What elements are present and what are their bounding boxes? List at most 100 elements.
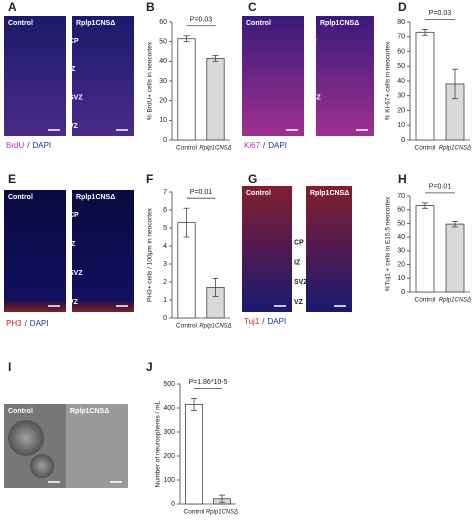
y-tick-label: 30 (397, 248, 405, 255)
stain-label: / (263, 141, 266, 150)
image-label: Control (246, 20, 271, 27)
error-bar (452, 68, 458, 100)
x-tick-label: Rplp1CNSΔ (199, 324, 231, 330)
p-value: P=0.03 (190, 17, 212, 24)
image-label: Rplp1CNSΔ (76, 20, 115, 27)
x-tick-label: Rplp1CNSΔ (206, 510, 238, 516)
panel-letter: G (248, 172, 257, 186)
y-tick-label: 50 (159, 39, 167, 46)
stain-label: BrdU (6, 141, 24, 150)
y-tick-label: 30 (397, 93, 405, 100)
error-bar (183, 35, 190, 43)
bar (415, 31, 435, 141)
y-tick-label: 7 (163, 189, 167, 196)
y-tick-label: 10 (397, 122, 405, 129)
y-tick-label: 200 (163, 453, 175, 460)
bar (185, 403, 203, 505)
panel-letter: C (248, 0, 257, 14)
y-tick-label: 0 (401, 289, 405, 296)
image-label: Control (8, 194, 33, 201)
micrograph (72, 16, 134, 136)
p-value: P=0.01 (429, 184, 451, 191)
layer-label: IZ (69, 241, 76, 248)
error-bar (452, 220, 458, 228)
micrograph (72, 190, 134, 312)
stain-label: / (262, 317, 265, 326)
y-tick-label: 2 (163, 279, 167, 286)
x-tick-label: Rplp1CNSΔ (199, 146, 231, 152)
x-tick-label: Rplp1CNSΔ (439, 146, 471, 152)
stain-label: / (27, 141, 30, 150)
y-tick-label: 20 (159, 98, 167, 105)
layer-label: IZ (69, 66, 76, 73)
y-tick-label: 50 (397, 63, 405, 70)
panel-letter: B (146, 0, 155, 14)
micrograph (4, 16, 66, 136)
error-bar (183, 207, 190, 238)
y-tick-label: 5 (163, 225, 167, 232)
panel-letter: E (8, 172, 16, 186)
layer-label: VZ (294, 299, 304, 306)
neurosphere (30, 454, 54, 478)
panel-letter: J (146, 360, 153, 374)
layer-label: CP (69, 38, 79, 45)
error-bar (212, 277, 219, 297)
image-label: Rplp1CNSΔ (320, 20, 359, 27)
panel-letter: D (398, 0, 407, 14)
y-tick-label: 0 (401, 137, 405, 144)
y-tick-label: 60 (397, 207, 405, 214)
layer-label: CP (307, 38, 317, 45)
y-tick-label: 30 (159, 78, 167, 85)
layer-label: CP (69, 212, 79, 219)
p-value: P=0.03 (429, 10, 451, 17)
layer-label: SVZ (307, 95, 321, 102)
stain-label: PH3 (6, 319, 22, 328)
stain-label: DAPI (268, 141, 287, 150)
y-axis-label: PH3+ cells / 100μm in neocortex (147, 207, 154, 302)
layer-label: IZ (307, 66, 314, 73)
y-tick-label: 70 (397, 193, 405, 200)
x-tick-label: Rplp1CNSΔ (439, 298, 471, 304)
image-label: Control (8, 408, 33, 415)
micrograph (66, 404, 128, 488)
y-tick-label: 20 (397, 107, 405, 114)
panel-letter: A (8, 0, 17, 14)
layer-label: VZ (69, 123, 79, 130)
y-tick-label: 70 (397, 34, 405, 41)
x-tick-label: Control (176, 323, 198, 330)
panel-letter: H (398, 172, 407, 186)
error-bar (422, 202, 428, 209)
stain-label: DAPI (32, 141, 51, 150)
y-tick-label: 20 (397, 261, 405, 268)
y-tick-label: 60 (397, 48, 405, 55)
y-tick-label: 0 (171, 501, 175, 508)
y-tick-label: 10 (397, 275, 405, 282)
panel-letter: I (8, 360, 11, 374)
image-label: Control (8, 20, 33, 27)
image-label: Rplp1CNSΔ (76, 194, 115, 201)
error-bar (191, 397, 197, 411)
micrograph (242, 186, 292, 312)
p-value: P=1.86*10-5 (188, 379, 227, 386)
bar (177, 38, 196, 141)
y-tick-label: 60 (159, 19, 167, 26)
stain-label: Tuj1 (244, 317, 260, 326)
y-tick-label: 3 (163, 261, 167, 268)
y-tick-label: 0 (163, 315, 167, 322)
y-tick-label: 100 (163, 477, 175, 484)
image-label: Rplp1CNSΔ (70, 408, 109, 415)
layer-label: SVZ (69, 270, 83, 277)
bar (445, 223, 465, 293)
y-tick-label: 10 (159, 117, 167, 124)
layer-label: VZ (307, 123, 317, 130)
y-tick-label: 40 (397, 234, 405, 241)
x-tick-label: Control (415, 145, 437, 152)
y-axis-label: % BrdU+ cells in neocortex (147, 41, 154, 120)
y-tick-label: 6 (163, 207, 167, 214)
panel-letter: F (146, 172, 153, 186)
y-tick-label: 400 (163, 405, 175, 412)
error-bar (212, 55, 219, 62)
neurosphere (8, 420, 44, 456)
stain-label: Ki67 (244, 141, 261, 150)
y-tick-label: 40 (397, 78, 405, 85)
